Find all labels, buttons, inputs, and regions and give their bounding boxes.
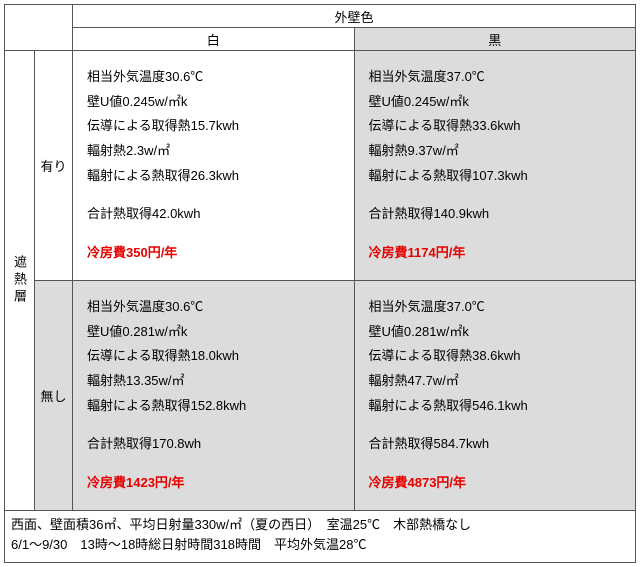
line: 相当外気温度37.0℃ [369, 295, 626, 320]
line: 合計熱取得140.9kwh [369, 202, 626, 227]
footer-line: 西面、壁面積36㎡、平均日射量330w/㎡（夏の西日） 室温25℃ 木部熱橋なし [11, 515, 629, 536]
cell-yes-white: 相当外気温度30.6℃ 壁U値0.245w/㎡k 伝導による取得熱15.7kwh… [73, 51, 355, 281]
line: 伝導による取得熱15.7kwh [87, 114, 344, 139]
cost-line: 冷房費1423円/年 [87, 471, 344, 496]
line: 輻射による熱取得546.1kwh [369, 394, 626, 419]
line: 相当外気温度30.6℃ [87, 65, 344, 90]
line: 伝導による取得熱33.6kwh [369, 114, 626, 139]
line: 輻射熱2.3w/㎡ [87, 139, 344, 164]
cell-no-white: 相当外気温度30.6℃ 壁U値0.281w/㎡k 伝導による取得熱18.0kwh… [73, 280, 355, 510]
footer-notes: 西面、壁面積36㎡、平均日射量330w/㎡（夏の西日） 室温25℃ 木部熱橋なし… [4, 511, 636, 564]
comparison-table: 外壁色 白 黒 遮熱層 有り 相当外気温度30.6℃ 壁U値0.245w/㎡k … [4, 4, 636, 511]
line: 合計熱取得584.7kwh [369, 432, 626, 457]
row-header-insulation: 遮熱層 [5, 51, 35, 511]
header-white: 白 [73, 28, 355, 51]
line: 合計熱取得170.8wh [87, 432, 344, 457]
line: 輻射による熱取得152.8kwh [87, 394, 344, 419]
row-no-label: 無し [35, 280, 73, 510]
line: 壁U値0.245w/㎡k [87, 90, 344, 115]
cost-line: 冷房費1174円/年 [369, 241, 626, 266]
cost-line: 冷房費350円/年 [87, 241, 344, 266]
line: 壁U値0.245w/㎡k [369, 90, 626, 115]
row-yes-label: 有り [35, 51, 73, 281]
header-black: 黒 [354, 28, 636, 51]
corner-blank [5, 5, 73, 51]
line: 相当外気温度30.6℃ [87, 295, 344, 320]
line: 輻射熱13.35w/㎡ [87, 369, 344, 394]
line: 輻射による熱取得107.3kwh [369, 164, 626, 189]
cell-no-black: 相当外気温度37.0℃ 壁U値0.281w/㎡k 伝導による取得熱38.6kwh… [354, 280, 636, 510]
line: 輻射熱47.7w/㎡ [369, 369, 626, 394]
line: 輻射による熱取得26.3kwh [87, 164, 344, 189]
line: 壁U値0.281w/㎡k [369, 320, 626, 345]
header-wall-color: 外壁色 [73, 5, 636, 28]
cost-line: 冷房費4873円/年 [369, 471, 626, 496]
cell-yes-black: 相当外気温度37.0℃ 壁U値0.245w/㎡k 伝導による取得熱33.6kwh… [354, 51, 636, 281]
line: 伝導による取得熱18.0kwh [87, 344, 344, 369]
line: 伝導による取得熱38.6kwh [369, 344, 626, 369]
line: 合計熱取得42.0kwh [87, 202, 344, 227]
line: 相当外気温度37.0℃ [369, 65, 626, 90]
line: 壁U値0.281w/㎡k [87, 320, 344, 345]
line: 輻射熱9.37w/㎡ [369, 139, 626, 164]
footer-line: 6/1～9/30 13時～18時総日射時間318時間 平均外気温28℃ [11, 535, 629, 556]
